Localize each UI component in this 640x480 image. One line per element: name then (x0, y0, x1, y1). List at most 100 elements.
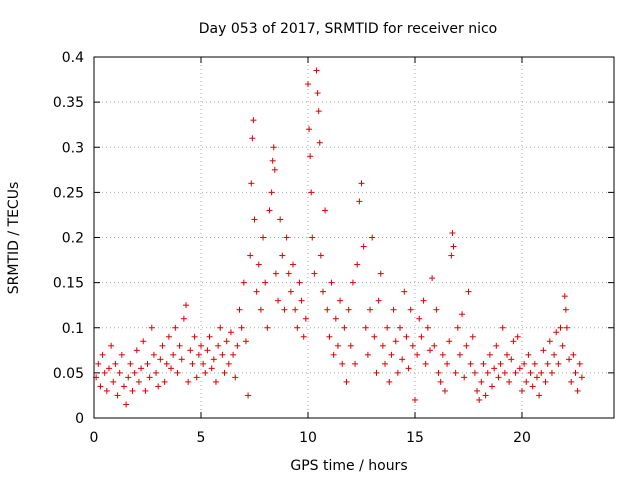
data-point-marker (542, 378, 549, 385)
data-point-marker (133, 347, 140, 354)
data-point-marker (523, 378, 530, 385)
data-point-marker (448, 252, 455, 259)
data-point-marker (240, 279, 247, 286)
y-tick-label: 0.15 (53, 276, 84, 292)
data-point-marker (416, 315, 423, 322)
data-point-marker (225, 360, 232, 367)
data-point-marker (138, 365, 145, 372)
data-point-marker (424, 324, 431, 331)
data-point-marker (474, 387, 481, 394)
data-point-marker (467, 360, 474, 367)
data-point-marker (343, 378, 350, 385)
data-point-marker (461, 374, 468, 381)
data-point-marker (529, 383, 536, 390)
data-point-marker (390, 306, 397, 313)
data-point-marker (95, 360, 102, 367)
data-point-marker (306, 126, 313, 133)
data-point-marker (373, 369, 380, 376)
data-point-marker (452, 369, 459, 376)
data-point-marker (217, 324, 224, 331)
data-point-marker (557, 324, 564, 331)
data-point-marker (159, 342, 166, 349)
data-point-marker (362, 324, 369, 331)
data-point-marker (105, 365, 112, 372)
data-point-marker (189, 360, 196, 367)
data-point-marker (504, 351, 511, 358)
data-point-marker (469, 333, 476, 340)
data-point-marker (403, 333, 410, 340)
data-point-marker (480, 360, 487, 367)
data-point-marker (506, 378, 513, 385)
data-point-marker (518, 387, 525, 394)
data-point-marker (478, 378, 485, 385)
data-point-marker (204, 347, 211, 354)
data-point-marker (463, 342, 470, 349)
data-point-marker (358, 180, 365, 187)
data-point-marker (260, 234, 267, 241)
data-point-marker (290, 261, 297, 268)
data-point-marker (429, 275, 436, 282)
data-point-marker (349, 279, 356, 286)
data-point-marker (546, 338, 553, 345)
data-point-marker (426, 347, 433, 354)
data-point-marker (298, 297, 305, 304)
data-point-marker (232, 374, 239, 381)
data-point-marker (553, 329, 560, 336)
data-point-marker (294, 324, 301, 331)
data-point-marker (319, 288, 326, 295)
data-point-marker (527, 369, 534, 376)
data-point-marker (510, 338, 517, 345)
axis-ticks: 0 5 10 15 20 0 0.05 0.1 0.15 0.2 0.25 0.3 0.35 0.4 (53, 50, 614, 446)
data-point-marker (439, 351, 446, 358)
data-point-marker (499, 324, 506, 331)
data-point-marker (195, 351, 202, 358)
data-point-marker (245, 392, 252, 399)
data-point-marker (538, 369, 545, 376)
data-point-marker (352, 360, 359, 367)
data-point-marker (257, 306, 264, 313)
data-point-marker (576, 360, 583, 367)
data-point-marker (525, 351, 532, 358)
data-point-marker (431, 342, 438, 349)
data-point-marker (285, 270, 292, 277)
data-point-marker (491, 365, 498, 372)
data-point-marker (484, 369, 491, 376)
data-point-marker (566, 356, 573, 363)
data-point-marker (208, 365, 215, 372)
data-point-marker (339, 360, 346, 367)
data-point-marker (307, 153, 314, 160)
data-point-marker (212, 378, 219, 385)
data-point-marker (570, 351, 577, 358)
data-point-marker (324, 306, 331, 313)
data-point-marker (269, 157, 276, 164)
data-point-marker (219, 351, 226, 358)
data-point-marker (165, 333, 172, 340)
data-point-marker (101, 369, 108, 376)
data-point-marker (230, 351, 237, 358)
data-point-marker (516, 365, 523, 372)
x-tick-label: 0 (90, 430, 99, 446)
data-point-marker (399, 356, 406, 363)
data-point-marker (251, 216, 258, 223)
data-point-marker (148, 324, 155, 331)
data-point-marker (568, 378, 575, 385)
data-point-marker (313, 67, 320, 74)
data-point-marker (227, 329, 234, 336)
data-point-marker (135, 378, 142, 385)
data-point-marker (315, 108, 322, 115)
data-point-marker (275, 297, 282, 304)
data-point-marker (332, 315, 339, 322)
data-point-marker (471, 369, 478, 376)
data-point-marker (449, 229, 456, 236)
data-point-marker (255, 261, 262, 268)
data-point-marker (330, 351, 337, 358)
data-point-marker (270, 144, 277, 151)
data-point-marker (110, 378, 117, 385)
x-tick-label: 5 (197, 430, 206, 446)
data-point-marker (388, 351, 395, 358)
data-points (93, 67, 585, 408)
data-point-marker (540, 347, 547, 354)
data-point-marker (127, 360, 134, 367)
